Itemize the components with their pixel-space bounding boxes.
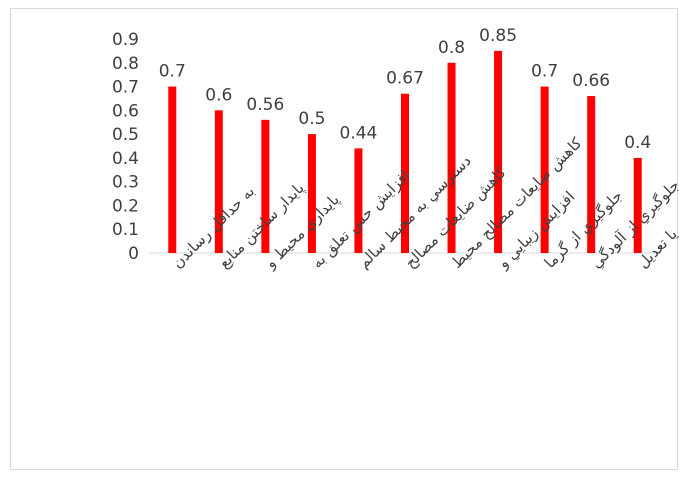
data-label: 0.56 [246,95,284,115]
y-tick-label: 0.9 [112,30,139,50]
y-tick-label: 0.5 [112,125,139,145]
bar [307,134,316,253]
x-tick-label: به حداقل رساندن [168,182,258,272]
bar [168,86,177,253]
data-labels: 0.7 0.6 0.56 0.5 0.44 0.67 0.8 0.85 0.7 0.66 0.4 [159,26,652,153]
data-label: 0.8 [438,38,465,58]
bar [447,62,456,254]
bar [261,119,270,253]
x-tick-label: جلوگيري از آلودگي [587,176,679,272]
bar-series [168,50,642,254]
y-tick-label: 0.1 [112,220,139,240]
data-label: 0.7 [531,62,558,82]
bar [354,148,363,253]
y-axis: 0 0.1 0.2 0.3 0.4 0.5 0.6 0.7 0.8 0.9 [112,30,139,264]
y-tick-label: 0 [128,244,139,264]
bar [540,86,549,253]
bar [494,50,503,254]
y-tick-label: 0.8 [112,54,139,74]
data-label: 0.44 [340,123,378,143]
data-label: 0.85 [479,26,517,46]
data-label: 0.66 [572,71,610,91]
data-label: 0.6 [205,85,232,105]
chart-area: 0 0.1 0.2 0.3 0.4 0.5 0.6 0.7 0.8 0.9 0.7 0.6 0.56 0… [10,8,679,470]
data-label: 0.5 [298,109,325,129]
bar [633,157,642,253]
bar-chart: 00.10.20.30.40.50.60.70.80.9 0.70.6 0.560… [112,26,679,273]
bar [587,96,596,253]
y-tick-label: 0.3 [112,173,139,193]
data-label: 0.7 [159,62,186,82]
y-tick-label: 0.4 [112,149,139,169]
bar [214,110,223,253]
data-label: 0.4 [624,133,651,153]
bar [401,93,409,253]
y-tick-label: 0.6 [112,101,139,121]
y-tick-label: 0.7 [112,78,139,98]
y-tick-label: 0.2 [112,196,139,216]
data-label: 0.67 [386,69,424,89]
